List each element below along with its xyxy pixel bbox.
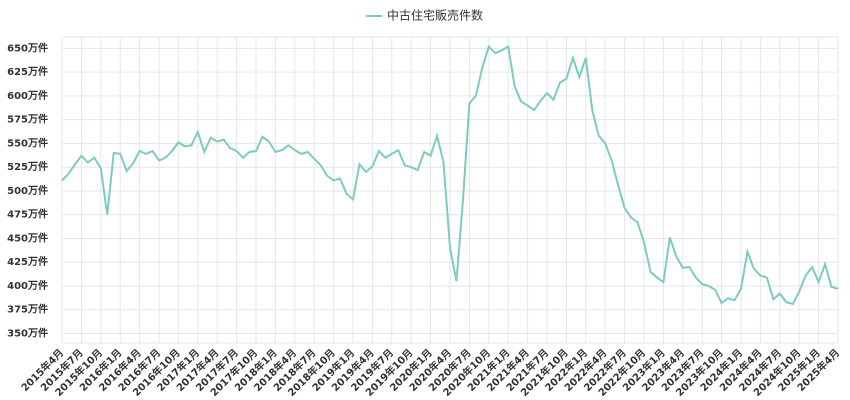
y-tick-label: 450万件 bbox=[7, 231, 48, 244]
legend-label: 中古住宅販売件数 bbox=[387, 8, 483, 23]
y-tick-label: 625万件 bbox=[7, 65, 48, 78]
line bbox=[61, 44, 839, 306]
y-tick-label: 525万件 bbox=[7, 160, 48, 173]
y-tick-label: 575万件 bbox=[7, 113, 48, 126]
y-tick-label: 400万件 bbox=[7, 279, 48, 292]
y-tick-label: 550万件 bbox=[7, 136, 48, 149]
y-tick-label: 350万件 bbox=[7, 326, 48, 339]
y-tick-label: 600万件 bbox=[7, 89, 48, 102]
y-tick-label: 500万件 bbox=[7, 184, 48, 197]
y-tick-label: 475万件 bbox=[7, 208, 48, 221]
y-tick-label: 650万件 bbox=[7, 41, 48, 54]
y-tick-label: 425万件 bbox=[7, 255, 48, 268]
y-tick-label: 375万件 bbox=[7, 303, 48, 316]
